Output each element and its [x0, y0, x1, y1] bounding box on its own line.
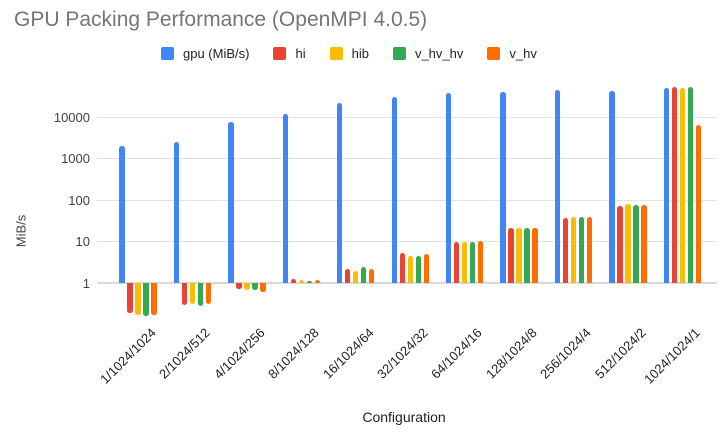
bar-gpuMiBs-32/1024/32[interactable] [391, 96, 397, 283]
legend-swatch-v_hv_hv-icon [392, 47, 406, 60]
bar-hi-4/1024/256[interactable] [236, 283, 242, 290]
gridline-1 [97, 282, 717, 284]
legend-swatch-v_hv-icon [487, 47, 501, 60]
bar-v_hv_hv-64/1024/16[interactable] [470, 241, 476, 283]
bar-v_hv_hv-1024/1024/1[interactable] [687, 86, 694, 283]
gridline-10 [97, 241, 717, 243]
bar-hi-512/1024/2[interactable] [617, 206, 623, 283]
bar-gpuMiBs-4/1024/256[interactable] [228, 121, 234, 283]
x-tick-label: 32/1024/32 [374, 325, 431, 382]
bar-gpuMiBs-1024/1024/1[interactable] [663, 88, 670, 283]
x-tick-label: 16/1024/64 [319, 325, 377, 382]
bar-v_hv-1/1024/1024[interactable] [151, 283, 157, 315]
legend-swatch-gpu-icon [161, 47, 174, 60]
legend-item-hi[interactable]: hi [273, 46, 306, 61]
x-tick-label: 4/1024/256 [210, 325, 268, 382]
legend-item-v_hv_hv[interactable]: v_hv_hv [392, 46, 464, 61]
bar-v_hv_hv-128/1024/8[interactable] [524, 228, 530, 283]
bar-v_hv-8/1024/128[interactable] [314, 279, 321, 283]
bar-gpuMiBs-64/1024/16[interactable] [446, 93, 452, 283]
bar-v_hv_hv-8/1024/128[interactable] [306, 281, 313, 283]
bar-v_hv-64/1024/16[interactable] [478, 241, 484, 283]
legend-item-gpu[interactable]: gpu (MiB/s) [161, 46, 249, 61]
bar-gpuMiBs-256/1024/4[interactable] [554, 90, 561, 283]
bar-hi-8/1024/128[interactable] [290, 278, 297, 283]
bar-hi-1024/1024/1[interactable] [671, 86, 678, 283]
bar-hi-16/1024/64[interactable] [345, 268, 351, 283]
bar-gpuMiBs-8/1024/128[interactable] [282, 114, 289, 283]
legend-label-gpu: gpu (MiB/s) [183, 46, 250, 61]
bar-hi-1/1024/1024[interactable] [127, 283, 133, 313]
bar-gpuMiBs-512/1024/2[interactable] [609, 90, 615, 283]
x-tick-label: 1/1024/1024 [96, 325, 159, 387]
gridline-1000 [97, 158, 717, 160]
y-tick-label-100: 100 [68, 192, 90, 208]
y-tick-label-10000: 10000 [53, 110, 90, 126]
bar-v_hv_hv-256/1024/4[interactable] [578, 216, 585, 283]
bar-v_hv_hv-2/1024/512[interactable] [197, 283, 204, 306]
x-tick-label: 128/1024/8 [482, 325, 540, 382]
gridline-10000 [97, 117, 717, 119]
bar-v_hv-512/1024/2[interactable] [641, 204, 647, 283]
bar-v_hv_hv-4/1024/256[interactable] [252, 283, 258, 290]
legend-label-hi: hi [295, 46, 306, 61]
legend: gpu (MiB/s) hi hib v_hv_hv v_hv [161, 46, 537, 61]
legend-label-hib: hib [351, 46, 369, 61]
bar-v_hv_hv-16/1024/64[interactable] [361, 267, 367, 283]
chart-title: GPU Packing Performance (OpenMPI 4.0.5) [14, 8, 428, 31]
x-tick-label: 1024/1024/1 [641, 325, 703, 387]
bar-v_hv-256/1024/4[interactable] [586, 216, 593, 283]
bar-hib-1024/1024/1[interactable] [679, 88, 686, 283]
bar-v_hv_hv-512/1024/2[interactable] [633, 204, 639, 283]
bar-hib-512/1024/2[interactable] [625, 204, 631, 283]
bar-hib-4/1024/256[interactable] [244, 283, 250, 291]
bar-v_hv-4/1024/256[interactable] [260, 283, 266, 292]
y-tick-label-1000: 1000 [61, 151, 90, 167]
bar-v_hv-128/1024/8[interactable] [532, 228, 538, 283]
bar-v_hv_hv-32/1024/32[interactable] [415, 256, 421, 283]
bar-hi-256/1024/4[interactable] [562, 218, 569, 283]
legend-item-hib[interactable]: hib [329, 46, 369, 61]
y-tick-label-1: 1 [82, 275, 90, 291]
legend-swatch-hi-icon [273, 47, 287, 60]
y-tick-label-10: 10 [75, 234, 90, 250]
bar-gpuMiBs-1/1024/1024[interactable] [119, 145, 125, 283]
x-tick-label: 256/1024/4 [537, 325, 594, 382]
x-axis-title: Configuration [362, 409, 446, 425]
x-tick-label: 512/1024/2 [591, 325, 649, 382]
bar-v_hv-2/1024/512[interactable] [205, 283, 212, 305]
bar-v_hv-1024/1024/1[interactable] [695, 124, 702, 283]
legend-item-v_hv[interactable]: v_hv [487, 46, 537, 61]
bar-hib-64/1024/16[interactable] [462, 241, 468, 283]
y-axis-title: MiB/s [13, 214, 29, 248]
bar-hib-16/1024/64[interactable] [353, 270, 359, 283]
bar-hi-128/1024/8[interactable] [508, 228, 514, 283]
bar-v_hv-32/1024/32[interactable] [423, 254, 429, 283]
bar-hi-2/1024/512[interactable] [181, 283, 188, 306]
bar-gpuMiBs-16/1024/64[interactable] [337, 103, 343, 283]
bar-hi-64/1024/16[interactable] [454, 241, 460, 283]
bar-v_hv_hv-1/1024/1024[interactable] [143, 283, 149, 316]
bar-v_hv-16/1024/64[interactable] [369, 268, 375, 283]
legend-label-v_hv: v_hv [509, 46, 537, 61]
x-tick-label: 2/1024/512 [156, 325, 213, 382]
bar-hi-32/1024/32[interactable] [399, 253, 405, 283]
bar-hib-128/1024/8[interactable] [516, 228, 522, 283]
bar-hib-256/1024/4[interactable] [570, 216, 577, 283]
x-tick-label: 8/1024/128 [265, 325, 322, 382]
legend-label-v_hv_hv: v_hv_hv [414, 46, 464, 61]
bar-hib-8/1024/128[interactable] [298, 279, 305, 283]
bar-gpuMiBs-2/1024/512[interactable] [173, 142, 180, 283]
x-tick-label: 64/1024/16 [428, 325, 486, 382]
gridline-100 [97, 199, 717, 201]
legend-swatch-hib-icon [329, 47, 343, 60]
bar-hib-32/1024/32[interactable] [407, 255, 413, 283]
bar-gpuMiBs-128/1024/8[interactable] [500, 92, 506, 283]
bar-hib-1/1024/1024[interactable] [135, 283, 141, 315]
bar-hib-2/1024/512[interactable] [189, 283, 196, 305]
